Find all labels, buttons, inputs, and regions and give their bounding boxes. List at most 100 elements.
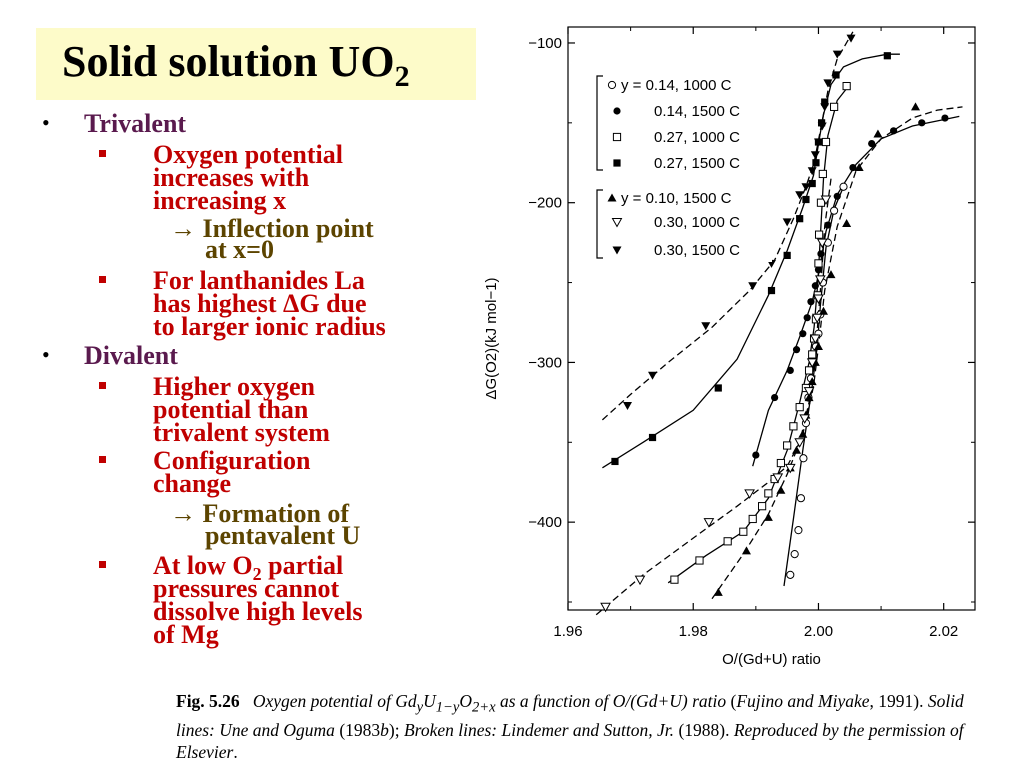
legend-bracket — [596, 189, 603, 259]
data-point-square-open — [670, 575, 679, 584]
data-point-triangle-open — [634, 575, 646, 586]
x-tick-label: 1.98 — [679, 623, 708, 640]
data-point-triangle-open — [816, 238, 828, 249]
legend-bracket — [596, 75, 603, 171]
legend-entry: 0.30, 1500 C — [654, 242, 740, 259]
slide-title: Solid solution UO2 — [62, 37, 410, 93]
data-point-square-filled — [796, 215, 804, 223]
data-point-triangle-down-filled — [748, 282, 758, 291]
fit-curve-solid — [602, 53, 900, 469]
data-point-square-open — [818, 169, 827, 179]
legend-entry: y = 0.14, 1000 C — [621, 77, 732, 94]
data-point-triangle-down-filled — [801, 183, 811, 192]
data-point-square-open — [814, 259, 823, 268]
data-point-triangle-down-filled — [823, 79, 833, 88]
data-point-square-open — [804, 366, 814, 375]
data-point-circle-filled — [918, 119, 926, 127]
figure-label: Fig. 5.26 — [176, 691, 240, 711]
data-point-triangle-filled — [763, 512, 773, 521]
data-point-circle-filled — [868, 140, 876, 148]
figure-caption: Fig. 5.26 Oxygen potential of GdyU1−yO2+… — [176, 691, 964, 762]
sub-sub-bullet-inflection-1: → Inflection point — [170, 214, 374, 243]
sub-sub-bullet-pentavalent-1: → Formation of — [170, 499, 350, 528]
data-point-triangle-open — [803, 387, 815, 397]
legend-marker — [611, 218, 623, 228]
data-point-square-open — [814, 230, 824, 239]
data-point-circle-filled — [811, 282, 819, 290]
data-point-triangle-open — [806, 358, 818, 368]
data-point-square-open — [795, 403, 804, 412]
data-point-triangle-filled — [813, 341, 823, 350]
data-point-square-open — [748, 514, 757, 524]
sub-bullet-lanthanides-1: For lanthanides La — [153, 266, 365, 295]
data-point-triangle-filled — [741, 546, 751, 555]
data-point-triangle-down-filled — [820, 103, 830, 112]
data-point-triangle-down-filled — [622, 402, 632, 411]
data-point-square-filled — [832, 71, 840, 79]
sub-bullet-low-o2-1: At low O2 partial — [153, 551, 344, 585]
data-point-square-open — [723, 537, 732, 546]
data-point-triangle-open — [814, 275, 826, 285]
data-point-triangle-filled — [826, 270, 836, 279]
data-point-square-open — [830, 102, 839, 111]
data-point-circle-filled — [771, 393, 779, 402]
legend-entry: 0.14, 1500 C — [654, 103, 740, 120]
data-point-square-filled — [611, 457, 619, 466]
sub-sub-bullet-pentavalent-2: pentavalent U — [205, 521, 361, 550]
data-point-circle-filled — [786, 366, 794, 375]
data-point-triangle-down-filled — [701, 322, 711, 331]
data-point-triangle-open — [813, 294, 824, 305]
data-point-triangle-open — [744, 489, 755, 499]
data-point-circle-filled — [807, 298, 815, 306]
data-point-circle-open — [786, 570, 795, 579]
data-point-circle-filled — [799, 330, 807, 338]
data-point-circle-filled — [752, 451, 760, 459]
data-point-square-open — [816, 198, 826, 207]
data-point-square-filled — [648, 433, 657, 442]
legend-background — [592, 72, 772, 262]
data-point-square-open — [808, 350, 817, 359]
data-point-circle-filled — [849, 163, 857, 172]
fit-curve-dashed — [601, 31, 854, 421]
arrow-icon: → — [170, 499, 196, 528]
data-point-square-filled — [802, 195, 810, 204]
data-point-triangle-open — [600, 602, 611, 613]
data-point-triangle-down-filled — [782, 218, 792, 227]
data-point-circle-filled — [814, 266, 823, 274]
data-point-triangle-down-filled — [813, 138, 823, 147]
data-point-square-open — [776, 458, 785, 468]
sub-bullet-lanthanides-2: has highest ΔG due — [153, 289, 367, 318]
legend-marker — [607, 80, 617, 90]
data-point-circle-open — [796, 494, 806, 503]
legend-marker — [613, 107, 621, 115]
data-point-circle-open — [830, 206, 839, 215]
data-point-triangle-down-filled — [846, 34, 856, 43]
data-point-triangle-open — [784, 463, 796, 474]
data-point-triangle-open — [703, 518, 715, 528]
data-point-triangle-filled — [804, 393, 814, 402]
legend-entry: y = 0.10, 1500 C — [621, 190, 732, 207]
data-point-triangle-filled — [818, 306, 828, 315]
sub-bullet-oxygen-1: Oxygen potential — [153, 140, 343, 169]
sub-bullet-oxygen-3: increasing x — [153, 186, 287, 215]
bullet-dot: • — [42, 110, 50, 135]
data-point-triangle-down-filled — [817, 122, 827, 131]
y-tick-label: −200 — [528, 195, 562, 212]
sub-bullet-oxygen-2: increases with — [153, 163, 310, 192]
data-point-circle-filled — [792, 346, 801, 354]
data-point-triangle-open — [811, 313, 823, 324]
data-point-circle-filled — [833, 192, 841, 200]
data-point-square-filled — [783, 251, 791, 260]
bullet-square — [99, 456, 106, 463]
data-point-circle-open — [839, 182, 848, 191]
data-point-triangle-filled — [873, 129, 883, 138]
data-point-circle-filled — [817, 250, 825, 258]
data-point-triangle-filled — [776, 485, 786, 494]
y-axis-label: ΔG(O2)(kJ mol−1) — [483, 277, 500, 399]
bullet-square — [99, 150, 106, 157]
sub-bullet-config-1: Configuration — [153, 446, 311, 475]
data-point-square-filled — [821, 98, 829, 106]
data-point-triangle-down-filled — [807, 167, 817, 176]
legend-entry: 0.27, 1500 C — [654, 155, 740, 172]
